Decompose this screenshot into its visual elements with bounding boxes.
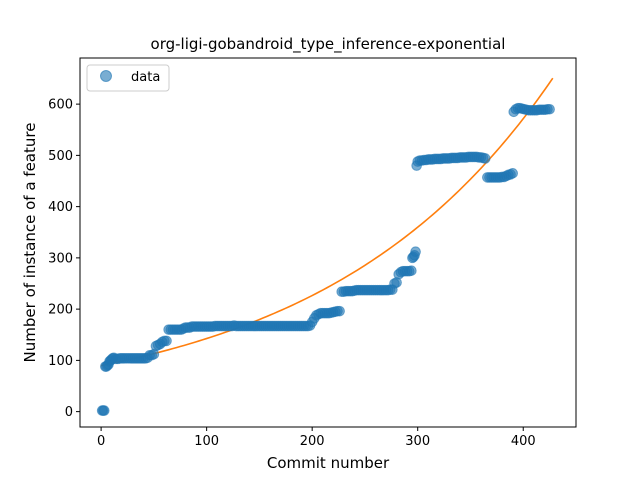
legend-marker-data bbox=[101, 71, 112, 82]
chart-title: org-ligi-gobandroid_type_inference-expon… bbox=[151, 35, 506, 54]
plot-area bbox=[97, 78, 554, 415]
x-axis-label: Commit number bbox=[267, 454, 390, 472]
y-tick-label-500: 500 bbox=[48, 149, 73, 164]
axes-frame bbox=[80, 58, 576, 427]
data-point-190 bbox=[480, 154, 490, 164]
x-tick-label-0: 0 bbox=[97, 434, 105, 449]
legend-label-data: data bbox=[131, 70, 160, 85]
x-tick-label-200: 200 bbox=[300, 434, 325, 449]
y-axis-label: Number of instance of a feature bbox=[21, 123, 39, 363]
data-point-118 bbox=[335, 306, 345, 316]
y-tick-label-100: 100 bbox=[48, 354, 73, 369]
y-tick-label-600: 600 bbox=[48, 98, 73, 113]
y-tick-label-200: 200 bbox=[48, 303, 73, 318]
data-point-36 bbox=[162, 336, 172, 346]
fit-line bbox=[101, 78, 553, 365]
data-point-2 bbox=[99, 406, 109, 416]
data-point-152 bbox=[407, 266, 417, 276]
x-tick-label-400: 400 bbox=[511, 434, 536, 449]
y-tick-label-400: 400 bbox=[48, 200, 73, 215]
y-tick-label-300: 300 bbox=[48, 251, 73, 266]
y-axis: 0 100 200 300 400 500 600 bbox=[48, 98, 80, 421]
x-tick-label-100: 100 bbox=[194, 434, 219, 449]
data-point-156 bbox=[411, 247, 421, 257]
data-point-221 bbox=[545, 104, 555, 114]
data-point-203 bbox=[508, 169, 518, 179]
data-points-group bbox=[97, 103, 554, 415]
x-axis: 0 100 200 300 400 bbox=[97, 427, 536, 449]
x-tick-label-300: 300 bbox=[405, 434, 430, 449]
legend: data bbox=[87, 65, 169, 91]
fit-line-group bbox=[101, 78, 553, 365]
y-tick-label-0: 0 bbox=[65, 405, 73, 420]
